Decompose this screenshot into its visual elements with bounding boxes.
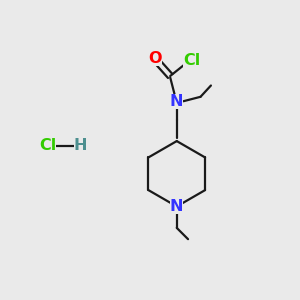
Text: N: N <box>170 94 184 109</box>
Text: N: N <box>170 199 184 214</box>
Text: O: O <box>148 51 161 66</box>
Text: Cl: Cl <box>183 53 200 68</box>
Text: Cl: Cl <box>39 138 56 153</box>
Text: H: H <box>74 138 88 153</box>
